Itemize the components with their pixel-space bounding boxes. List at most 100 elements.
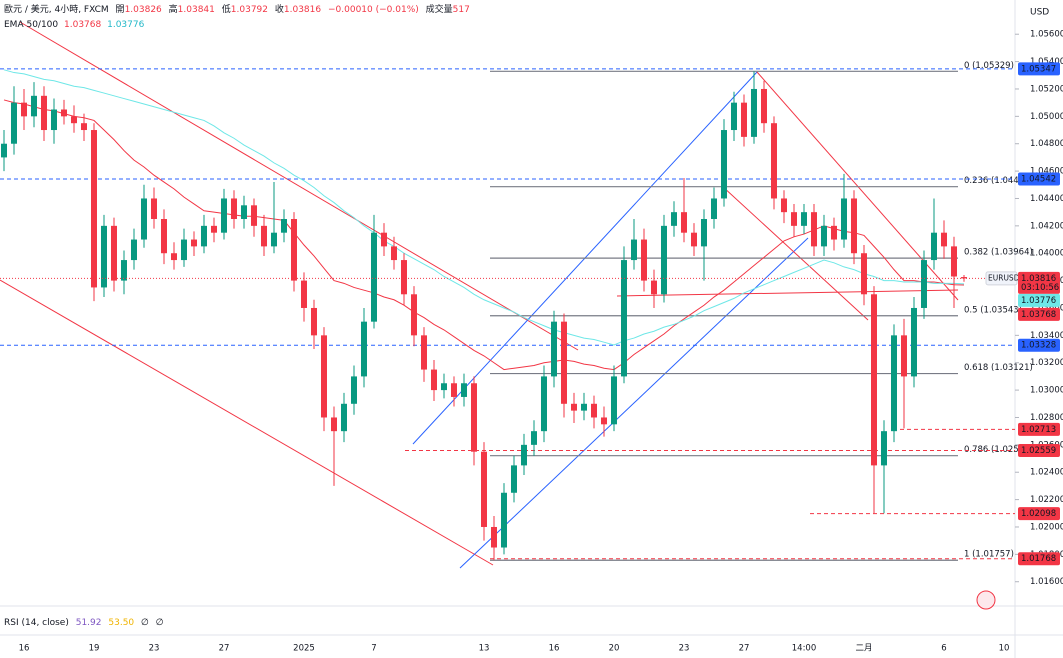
candle-body	[461, 383, 467, 397]
level-badge	[1018, 62, 1060, 76]
candle-body	[251, 205, 257, 226]
y-tick-label: 1.05600	[1030, 30, 1063, 40]
candle-body	[201, 225, 207, 247]
trend-line	[721, 185, 869, 321]
candle-body	[1, 143, 7, 158]
y-tick-label: 1.03400	[1030, 331, 1063, 341]
candle-body	[571, 403, 577, 411]
candle-body	[21, 102, 27, 117]
fib-label: 0.618 (1.03121)	[964, 363, 1033, 373]
candle-body	[321, 335, 327, 418]
candle-body	[551, 321, 557, 377]
volume-value: 517	[453, 5, 470, 15]
candle-body	[731, 102, 737, 131]
candle-body	[451, 383, 457, 397]
fib-label: 1 (1.01757)	[964, 550, 1014, 560]
y-tick-label: 1.04000	[1030, 249, 1063, 259]
candle-body	[471, 383, 477, 452]
candle-body	[391, 246, 397, 261]
candle-body	[711, 198, 717, 220]
candle-body	[811, 212, 817, 247]
low-label: 低	[222, 3, 231, 15]
candle-body	[301, 280, 307, 308]
change: −0.00010 (−0.01%)	[328, 5, 419, 15]
candle-body	[941, 232, 947, 247]
candle-body	[791, 212, 797, 226]
x-tick-label: 10	[999, 644, 1010, 654]
logo	[976, 590, 996, 610]
volume-label: 成交量	[426, 3, 453, 15]
candle-body	[111, 225, 117, 281]
level-badge-label: 1.01768	[1021, 554, 1056, 564]
level-badge-label: 1.04542	[1021, 175, 1056, 185]
level-badge-label: 1.02098	[1021, 509, 1056, 519]
candle-body	[481, 451, 487, 527]
x-tick-label: 19	[89, 644, 100, 654]
fib-label: 0.382 (1.03964)	[964, 248, 1033, 258]
candle-body	[51, 109, 57, 131]
candle-body	[871, 294, 877, 466]
low-value: 1.03792	[231, 5, 268, 15]
currency-label: USD	[1030, 8, 1049, 18]
symbol: 歐元 / 美元, 4小時, FXCM	[4, 3, 109, 15]
candle-body	[221, 198, 227, 233]
trend-line	[616, 289, 959, 297]
level-badge	[1018, 443, 1060, 457]
level-badge-label: 1.02559	[1021, 446, 1056, 456]
x-tick-label: 二月	[855, 644, 872, 654]
x-tick-label: 27	[739, 644, 750, 654]
candle-body	[141, 198, 147, 240]
ema-badge-label: 1.03776	[1021, 296, 1056, 306]
y-tick-label: 1.05000	[1030, 112, 1063, 122]
candle-body	[771, 123, 777, 199]
candle-body	[351, 376, 357, 404]
y-tick-label: 1.05200	[1030, 84, 1063, 94]
y-tick-label: 1.02400	[1030, 468, 1063, 478]
level-badge	[1018, 422, 1060, 436]
x-tick-label: 27	[219, 644, 230, 654]
ema-badge-label: 1.03768	[1021, 310, 1056, 320]
ema-line	[3, 69, 965, 346]
candle-body	[601, 417, 607, 425]
logo-circle	[976, 590, 996, 610]
candle-body	[761, 88, 767, 124]
x-tick-label: 6	[941, 644, 946, 654]
candle-body	[101, 225, 107, 288]
x-tick-label: 16	[549, 644, 560, 654]
candle-body	[631, 239, 637, 261]
candle-body	[131, 239, 137, 261]
candle-body	[901, 335, 907, 377]
candle-body	[891, 335, 897, 432]
x-tick-label: 13	[479, 644, 490, 654]
trend-line	[0, 279, 494, 566]
y-tick-label: 1.03200	[1030, 358, 1063, 368]
level-badge	[1018, 507, 1060, 521]
candle-body	[881, 431, 887, 466]
candle-body	[591, 403, 597, 418]
candle-body	[671, 212, 677, 226]
candle-body	[681, 212, 687, 233]
y-tick-label: 1.04800	[1030, 139, 1063, 149]
rsi-value: 53.50	[108, 618, 134, 628]
ema-badge	[1018, 293, 1060, 307]
y-tick-label: 1.02200	[1030, 495, 1063, 505]
candle-body	[911, 307, 917, 377]
ema50-value: 1.03768	[64, 20, 101, 30]
candle-body	[281, 219, 287, 233]
rsi-legend: RSI (14, close) 51.92 53.50 ∅ ∅	[4, 618, 164, 628]
y-tick-label: 1.04200	[1030, 221, 1063, 231]
candle-body	[361, 321, 367, 377]
close-value: 1.03816	[284, 5, 321, 15]
candle-body	[171, 253, 177, 261]
open-label: 開	[116, 4, 125, 15]
ema100-value: 1.03776	[107, 20, 144, 30]
candle-body	[341, 403, 347, 432]
trend-line	[19, 21, 579, 351]
rsi-value: ∅	[156, 618, 164, 628]
x-tick-label: 23	[149, 644, 160, 654]
chart-header: 歐元 / 美元, 4小時, FXCM 開1.03826 高1.03841 低1.…	[4, 3, 470, 15]
candle-body	[11, 102, 17, 144]
fib-label: 0.786 (1.02521)	[964, 445, 1033, 455]
